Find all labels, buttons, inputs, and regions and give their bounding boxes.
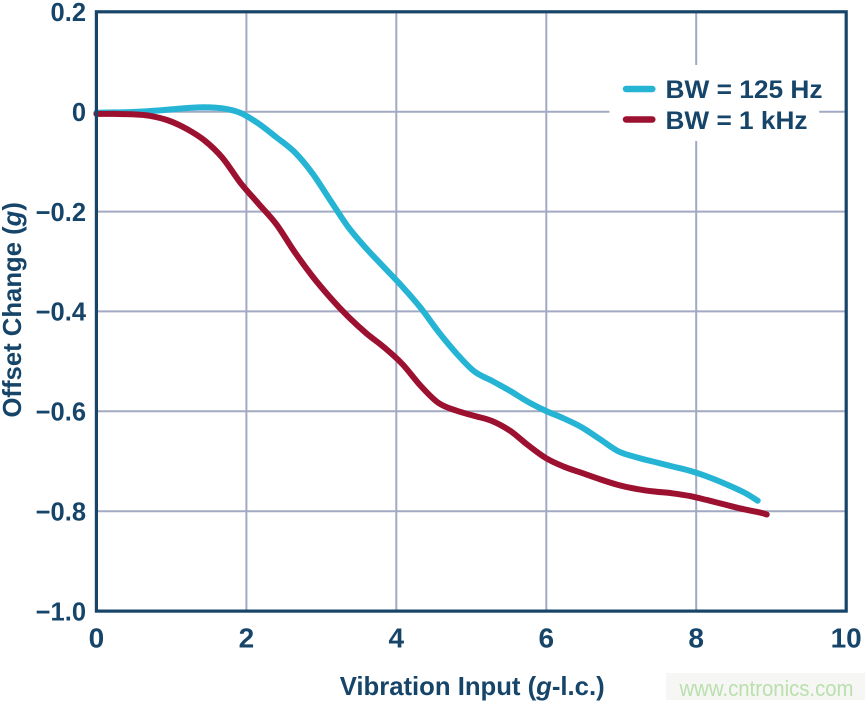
svg-text:0: 0 (89, 623, 105, 654)
svg-text:0.2: 0.2 (51, 0, 86, 27)
svg-text:4: 4 (389, 623, 405, 654)
svg-text:Offset Change (g): Offset Change (g) (0, 202, 27, 418)
svg-text:8: 8 (688, 623, 704, 654)
svg-text:2: 2 (239, 623, 255, 654)
svg-text:10: 10 (831, 623, 862, 654)
svg-text:BW = 125 Hz: BW = 125 Hz (666, 76, 823, 104)
svg-text:−0.2: −0.2 (36, 199, 86, 227)
svg-text:−0.6: −0.6 (36, 399, 86, 427)
svg-text:−1.0: −1.0 (36, 598, 86, 626)
svg-text:Vibration Input (g-l.c.): Vibration Input (g-l.c.) (340, 673, 605, 701)
svg-text:www.cntronics.com: www.cntronics.com (679, 676, 854, 701)
svg-text:−0.8: −0.8 (36, 498, 86, 526)
svg-text:BW = 1 kHz: BW = 1 kHz (666, 107, 808, 135)
svg-text:0: 0 (72, 99, 86, 127)
svg-text:6: 6 (539, 623, 555, 654)
svg-text:−0.4: −0.4 (36, 299, 87, 327)
